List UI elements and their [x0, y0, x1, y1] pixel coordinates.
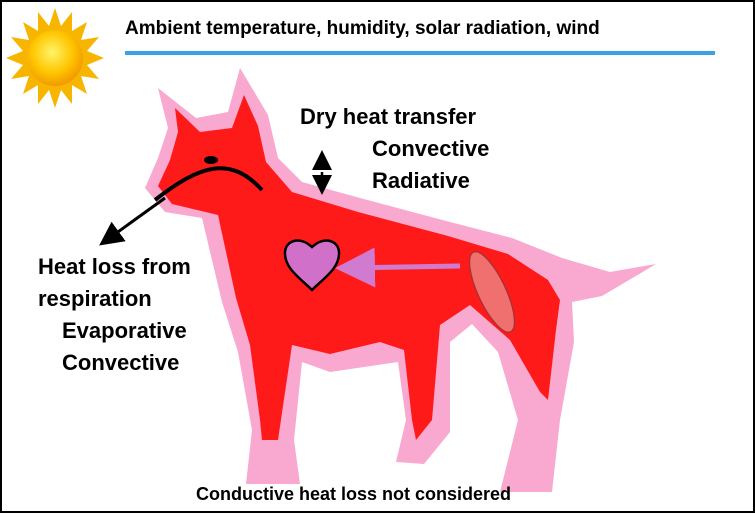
sun: [6, 8, 104, 108]
dry-heat-title: Dry heat transfer: [300, 104, 477, 129]
footer-note: Conductive heat loss not considered: [196, 484, 511, 504]
respiration-mode: Evaporative: [62, 318, 187, 343]
respiration-title: Heat loss from: [38, 254, 191, 279]
respiration-title: respiration: [38, 286, 152, 311]
header-title: Ambient temperature, humidity, solar rad…: [125, 18, 600, 39]
dry-heat-mode: Radiative: [372, 168, 470, 193]
respiration-arrow: [99, 196, 166, 246]
heart-arrow: [335, 247, 461, 288]
respiration-mode: Convective: [62, 350, 179, 375]
dry-heat-mode: Convective: [372, 136, 489, 161]
